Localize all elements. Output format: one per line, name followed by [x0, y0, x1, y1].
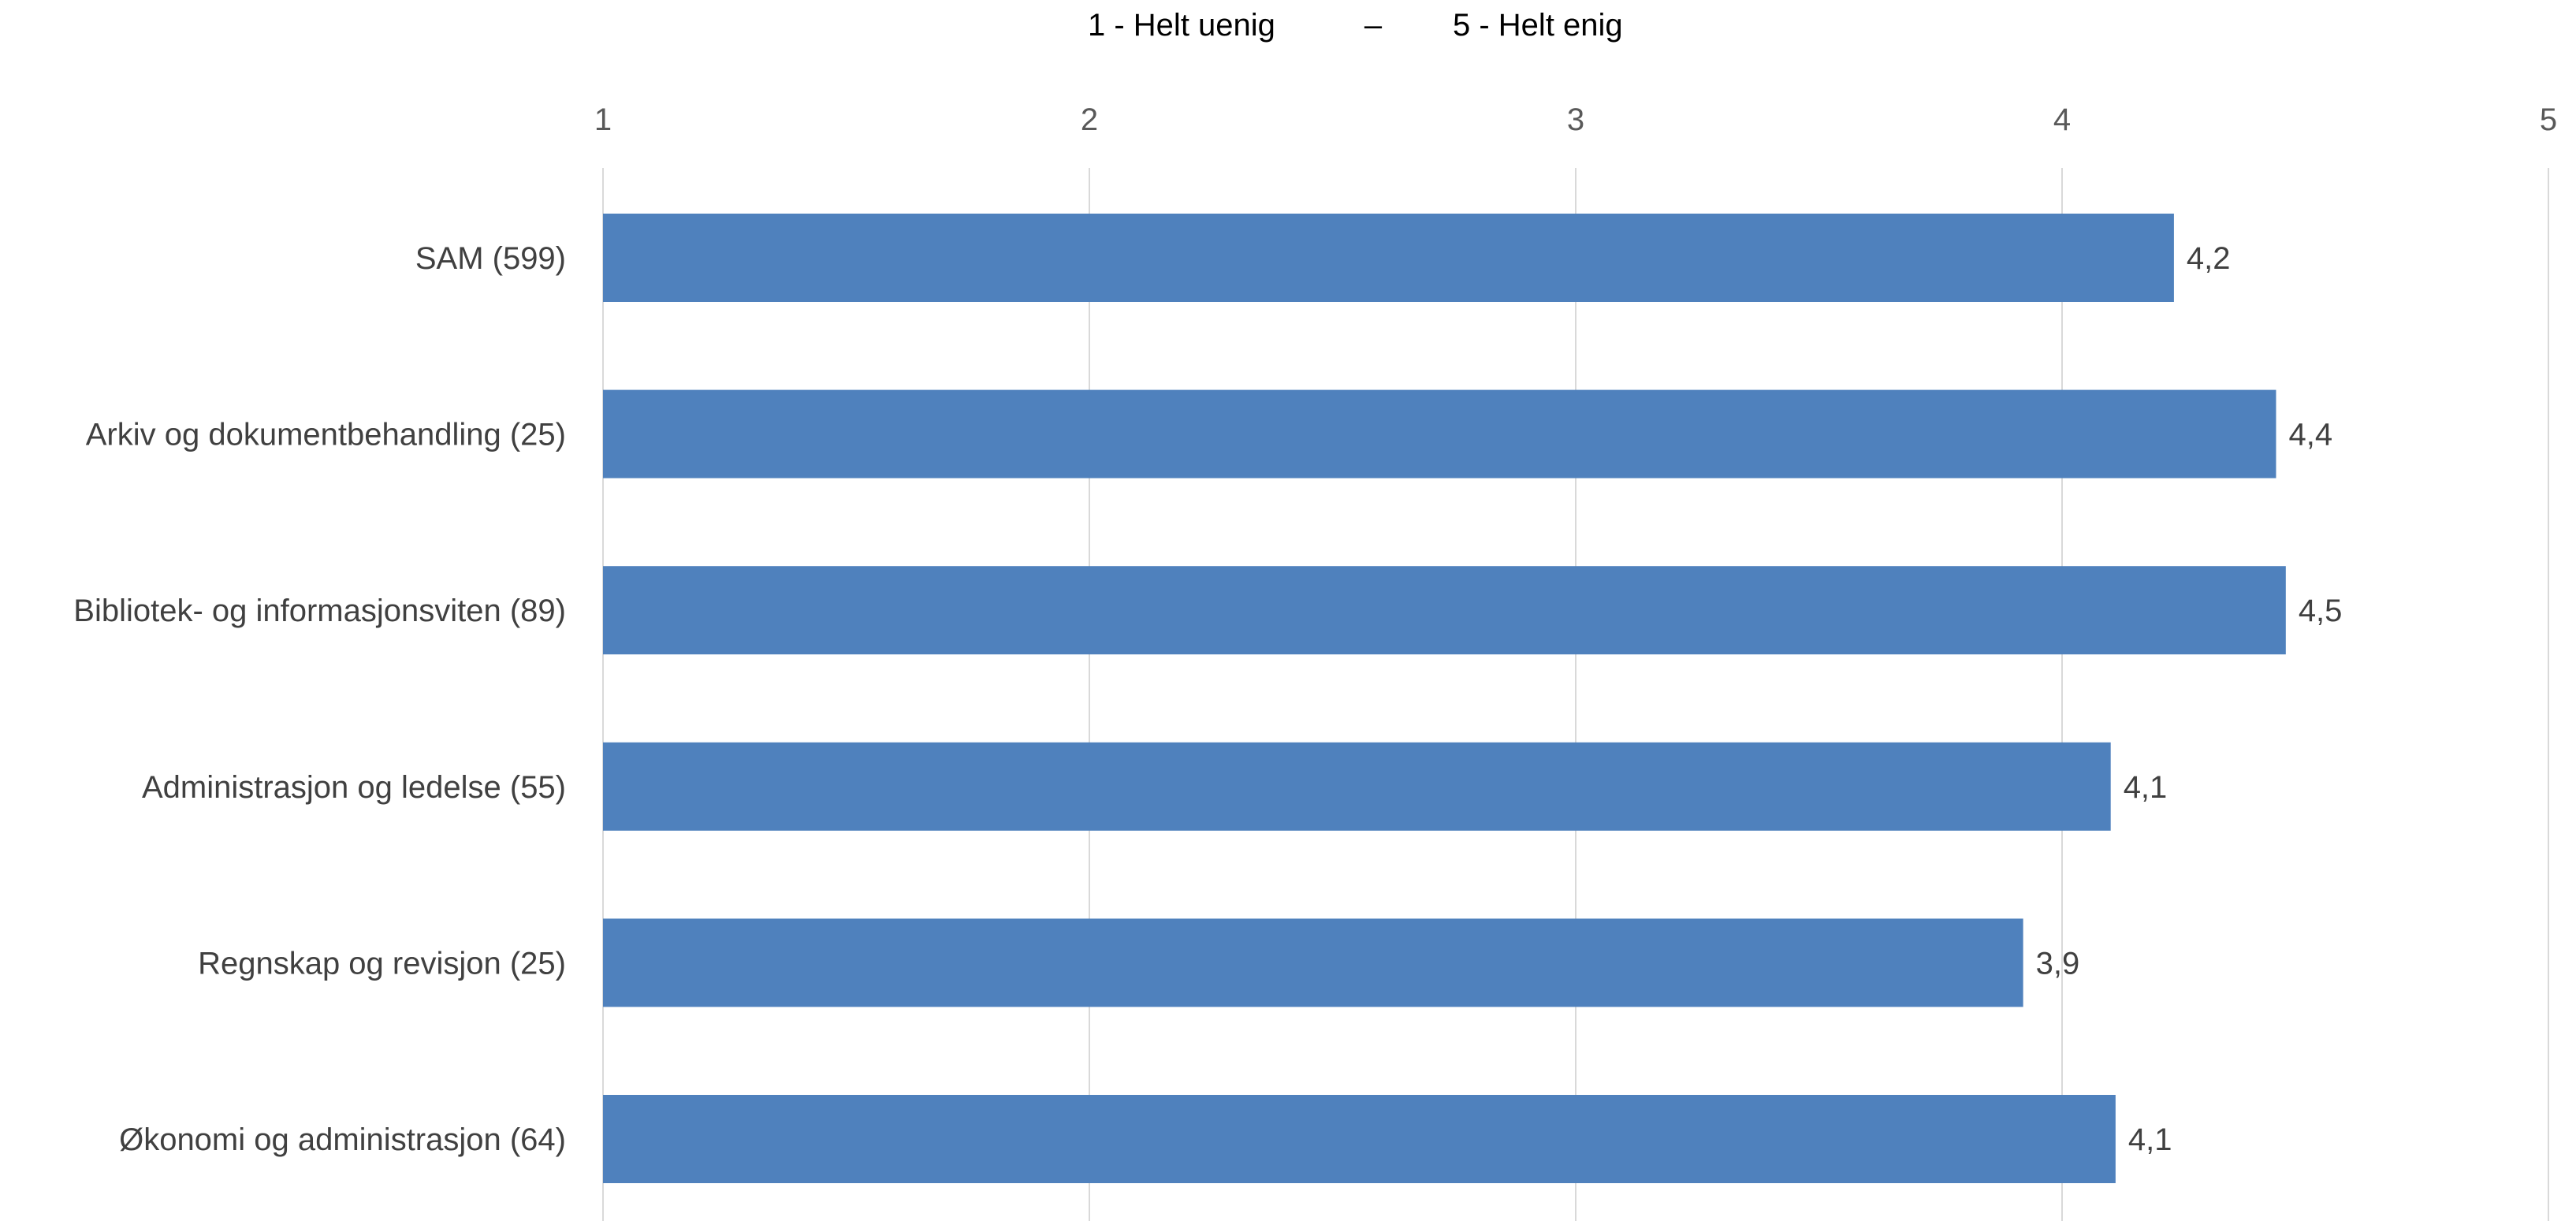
gridlines: [602, 168, 2549, 1221]
category-labels: SAM (599) Arkiv og dokumentbehandling (25…: [73, 241, 566, 1157]
data-label-1: 4,4: [2288, 418, 2332, 452]
legend-left-text: 1 - Helt uenig: [1088, 8, 1275, 43]
bar-3: [603, 742, 2111, 831]
data-label-4: 3,9: [2036, 946, 2080, 981]
category-label-5: Økonomi og administrasjon (64): [119, 1122, 566, 1157]
data-labels: 4,2 4,4 4,5 4,1 3,9 4,1: [2036, 241, 2343, 1157]
bar-1: [603, 389, 2276, 478]
x-tick-label-5: 5: [2540, 102, 2557, 137]
x-tick-label-3: 3: [1567, 102, 1584, 137]
data-label-0: 4,2: [2187, 241, 2231, 276]
x-axis-ticks: 1 2 3 4 5: [594, 102, 2557, 137]
x-tick-label-2: 2: [1081, 102, 1098, 137]
x-tick-label-1: 1: [594, 102, 612, 137]
data-label-2: 4,5: [2299, 594, 2343, 628]
bars: [603, 214, 2286, 1183]
bar-2: [603, 566, 2286, 655]
category-label-1: Arkiv og dokumentbehandling (25): [86, 418, 566, 452]
chart-legend: 1 - Helt uenig – 5 - Helt enig: [1088, 8, 1623, 43]
category-label-4: Regnskap og revisjon (25): [198, 946, 566, 981]
bar-4: [603, 918, 2023, 1007]
bar-5: [603, 1095, 2116, 1183]
category-label-2: Bibliotek- og informasjonsviten (89): [73, 594, 566, 628]
legend-right-text: 5 - Helt enig: [1453, 8, 1623, 43]
category-label-0: SAM (599): [415, 241, 566, 276]
legend-separator: –: [1364, 8, 1383, 43]
data-label-5: 4,1: [2128, 1122, 2172, 1157]
x-tick-label-4: 4: [2053, 102, 2071, 137]
data-label-3: 4,1: [2124, 770, 2168, 805]
bar-0: [603, 214, 2174, 302]
category-label-3: Administrasjon og ledelse (55): [142, 770, 566, 805]
